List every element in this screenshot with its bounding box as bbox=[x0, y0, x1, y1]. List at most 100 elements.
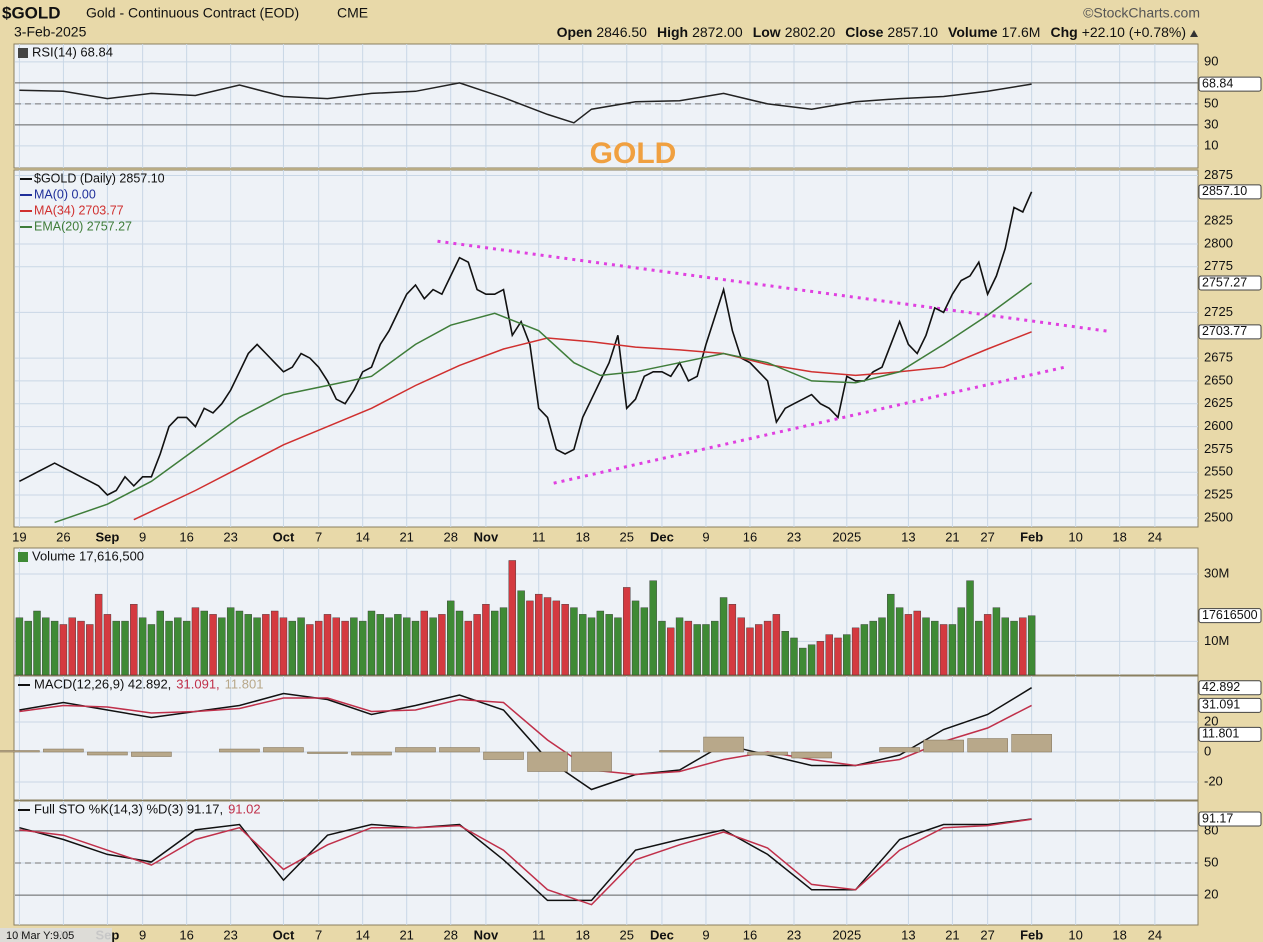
volume-bar bbox=[165, 620, 173, 676]
volume-bar bbox=[843, 634, 851, 676]
volume-bar bbox=[957, 607, 965, 676]
volume-bar bbox=[429, 617, 437, 676]
y-tick-label: 2600 bbox=[1204, 418, 1233, 433]
volume-bar bbox=[314, 620, 323, 676]
value-badge: 17616500 bbox=[1202, 608, 1258, 622]
volume-bar bbox=[746, 627, 754, 676]
volume-bar bbox=[799, 647, 807, 676]
volume-bar bbox=[112, 620, 120, 676]
y-tick-label: 30M bbox=[1204, 565, 1229, 580]
value-badge-box bbox=[1198, 184, 1262, 200]
volume-bar bbox=[473, 614, 481, 676]
x-tick-label: 21 bbox=[945, 529, 959, 544]
x-tick-label: 16 bbox=[179, 529, 193, 544]
volume-bar bbox=[570, 607, 578, 676]
y-tick-label: 2575 bbox=[1204, 441, 1233, 456]
value-badge: 2703.77 bbox=[1202, 324, 1247, 338]
x-tick-label: 9 bbox=[139, 529, 146, 544]
volume-bar bbox=[86, 624, 94, 676]
x-tick-label: Nov bbox=[474, 529, 499, 544]
histogram-bar bbox=[527, 751, 568, 772]
value-badge: 2857.10 bbox=[1202, 184, 1247, 198]
x-tick-label: 21 bbox=[399, 927, 413, 942]
x-tick-label: 10 bbox=[1068, 529, 1082, 544]
histogram-bar bbox=[1011, 734, 1052, 753]
x-tick-label: 18 bbox=[576, 927, 590, 942]
x-tick-label: 28 bbox=[443, 927, 457, 942]
x-tick-label: 21 bbox=[945, 927, 959, 942]
trendline bbox=[553, 364, 1069, 485]
y-tick-label: 2525 bbox=[1204, 486, 1233, 501]
volume-bar bbox=[675, 617, 684, 676]
volume-bar bbox=[869, 620, 877, 676]
volume-bar bbox=[763, 620, 772, 676]
volume-bar bbox=[605, 614, 613, 676]
histogram-bar bbox=[219, 748, 260, 753]
legend-icon bbox=[18, 48, 28, 58]
x-tick-label: 23 bbox=[223, 529, 237, 544]
y-tick-label: 2675 bbox=[1204, 350, 1233, 365]
rsi-panel bbox=[13, 43, 1199, 169]
volume-bar bbox=[895, 607, 904, 676]
volume-bar bbox=[394, 614, 402, 676]
x-tick-label: 25 bbox=[620, 927, 634, 942]
volume-bar bbox=[218, 617, 226, 676]
volume-bar bbox=[59, 624, 68, 676]
volume-bar bbox=[182, 620, 191, 676]
volume-bar bbox=[552, 600, 561, 676]
up-arrow bbox=[1190, 30, 1198, 37]
value-badge-box bbox=[1198, 608, 1262, 624]
panel-title: Volume 17,616,500 bbox=[32, 548, 144, 563]
volume-bar bbox=[587, 617, 596, 676]
value-badge: 42.892 bbox=[1202, 680, 1240, 694]
volume-bar bbox=[147, 624, 156, 676]
volume-bar bbox=[455, 610, 464, 676]
date: 3-Feb-2025 bbox=[14, 24, 87, 40]
symbol-name: Gold - Continuous Contract (EOD) bbox=[86, 5, 299, 21]
volume-bar bbox=[878, 617, 886, 676]
volume-bar bbox=[402, 617, 411, 676]
y-tick-label: 2775 bbox=[1204, 258, 1233, 273]
volume-bar bbox=[279, 617, 288, 676]
volume-bar bbox=[77, 620, 85, 676]
quote-label: Open bbox=[557, 24, 593, 40]
y-tick-label: 2500 bbox=[1204, 509, 1233, 524]
series-line bbox=[19, 818, 1032, 906]
series-line bbox=[133, 331, 1032, 521]
quote-label: Low bbox=[753, 24, 781, 40]
x-tick-label: 16 bbox=[179, 927, 193, 942]
histogram-bar bbox=[659, 750, 700, 753]
histogram-bar bbox=[967, 738, 1008, 753]
volume-bar bbox=[948, 624, 957, 676]
volume-bar bbox=[543, 597, 552, 676]
volume-bar bbox=[904, 614, 913, 676]
volume-bar bbox=[772, 614, 781, 676]
source: ©StockCharts.com bbox=[1083, 5, 1200, 21]
histogram-bar bbox=[351, 751, 392, 756]
volume-bar bbox=[860, 624, 869, 676]
y-tick-label: -20 bbox=[1204, 773, 1223, 788]
volume-bar bbox=[526, 600, 534, 676]
value-badge: 11.801 bbox=[1202, 727, 1239, 741]
volume-bar bbox=[306, 624, 314, 676]
y-tick-label: 2550 bbox=[1204, 464, 1233, 479]
histogram-bar bbox=[791, 751, 832, 759]
x-tick-label: 2025 bbox=[832, 529, 861, 544]
volume-bar bbox=[719, 597, 728, 676]
volume-bar bbox=[1010, 620, 1018, 676]
x-tick-label: Dec bbox=[650, 529, 674, 544]
legend-entry: 11.801 bbox=[225, 676, 264, 691]
volume-bar bbox=[226, 607, 235, 676]
quote-label: Close bbox=[845, 24, 883, 40]
quote-value: 2802.20 bbox=[785, 24, 836, 40]
x-tick-label: 14 bbox=[355, 529, 369, 544]
volume-bar bbox=[447, 600, 455, 676]
value-badge-box bbox=[1198, 726, 1262, 742]
x-tick-label: Nov bbox=[474, 927, 499, 942]
legend-entry: EMA(20) 2757.27 bbox=[34, 219, 132, 233]
volume-bar bbox=[755, 624, 763, 676]
volume-bar bbox=[191, 607, 200, 676]
y-tick-label: 20 bbox=[1204, 887, 1218, 902]
legend-icon bbox=[18, 552, 28, 562]
histogram-bar bbox=[923, 739, 964, 753]
